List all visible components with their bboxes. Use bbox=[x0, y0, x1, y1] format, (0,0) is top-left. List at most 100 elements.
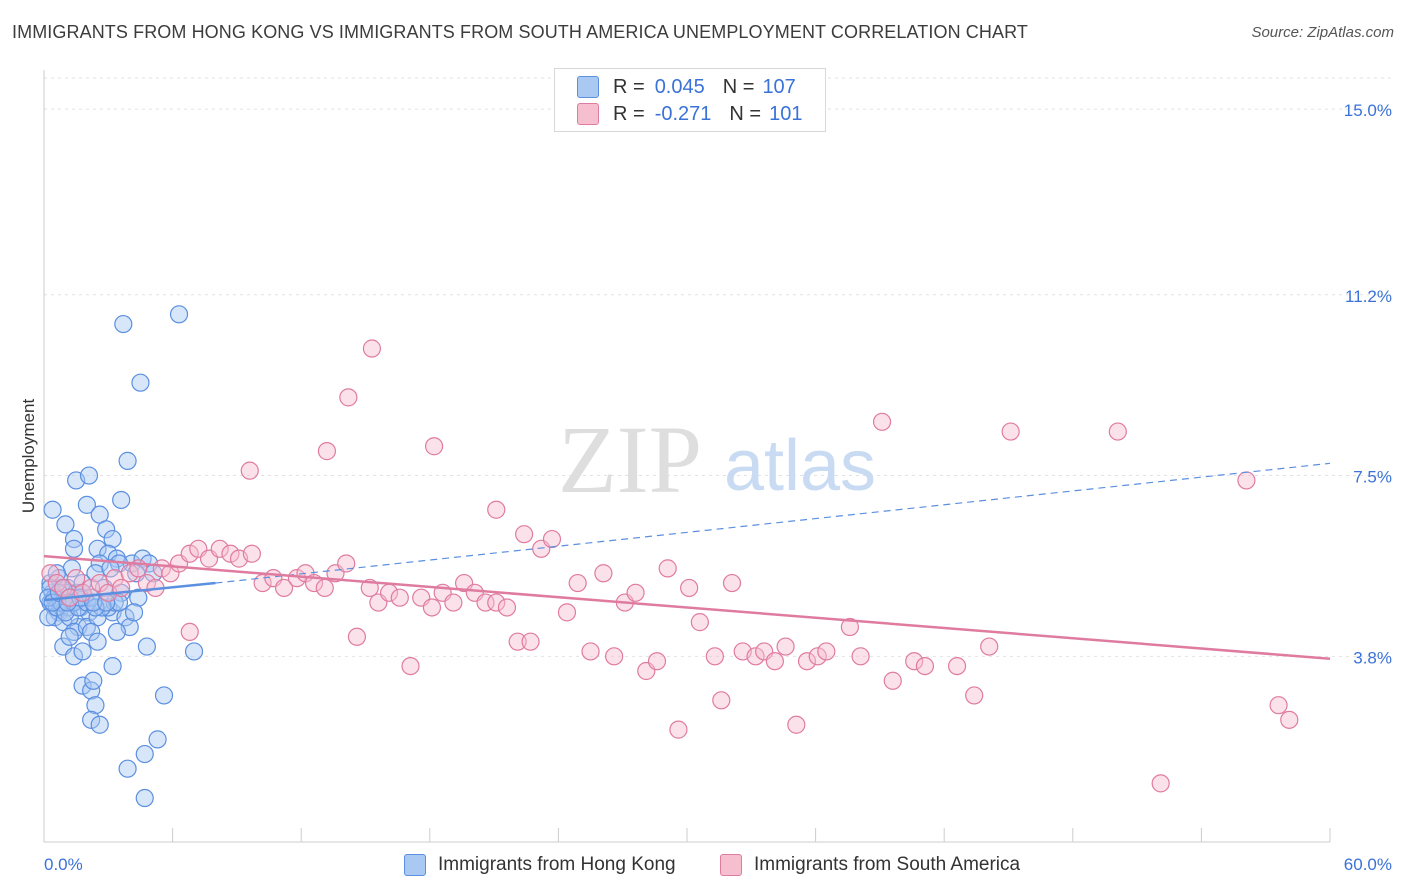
data-point bbox=[568, 573, 587, 593]
data-point bbox=[1108, 422, 1127, 441]
data-point bbox=[557, 603, 577, 622]
axes bbox=[43, 70, 1331, 843]
data-point bbox=[594, 564, 613, 583]
data-point bbox=[658, 559, 677, 578]
series-label-south-america: Immigrants from South America bbox=[754, 854, 1021, 875]
data-point bbox=[60, 627, 79, 646]
data-point bbox=[82, 622, 101, 641]
series-label-hong-kong: Immigrants from Hong Kong bbox=[438, 854, 676, 875]
data-point bbox=[103, 657, 122, 676]
data-point bbox=[626, 583, 645, 602]
y-tick-label: 3.8% bbox=[1353, 648, 1392, 667]
data-point bbox=[120, 564, 139, 583]
data-point bbox=[90, 715, 109, 734]
legend-row-south-america: R = -0.271 N = 101 bbox=[577, 101, 802, 127]
data-point bbox=[77, 495, 96, 514]
series-legend-hong-kong: Immigrants from Hong Kong bbox=[404, 852, 676, 878]
data-point bbox=[476, 593, 495, 612]
data-point bbox=[581, 642, 600, 661]
data-point bbox=[148, 730, 167, 749]
data-point bbox=[184, 642, 204, 661]
series-swatch-hong-kong bbox=[404, 854, 426, 876]
data-point bbox=[135, 744, 154, 764]
legend-row-hong-kong: R = 0.045 N = 107 bbox=[577, 74, 796, 100]
watermark: ZIP atlas bbox=[558, 406, 876, 513]
data-point bbox=[787, 715, 806, 734]
x-tick-labels: 0.0% 60.0% bbox=[44, 855, 1392, 874]
data-point bbox=[1151, 774, 1170, 793]
data-point bbox=[137, 637, 156, 656]
data-point bbox=[339, 388, 358, 407]
data-point bbox=[129, 588, 148, 607]
data-point bbox=[669, 720, 688, 739]
trend-extension-0 bbox=[215, 462, 1331, 584]
data-point bbox=[112, 490, 131, 510]
data-point bbox=[137, 573, 156, 593]
data-point bbox=[317, 442, 337, 461]
data-point bbox=[605, 647, 624, 666]
data-point bbox=[88, 539, 107, 558]
series-swatch-south-america bbox=[720, 854, 742, 876]
data-point bbox=[315, 578, 334, 598]
trend-line-1 bbox=[43, 554, 1331, 661]
data-point bbox=[169, 305, 189, 324]
data-point bbox=[690, 613, 709, 632]
watermark-zip: ZIP bbox=[558, 406, 702, 513]
data-point bbox=[1280, 710, 1299, 729]
data-point bbox=[54, 578, 73, 598]
data-point bbox=[73, 642, 92, 661]
data-point bbox=[872, 412, 892, 431]
grid-lines bbox=[44, 77, 1392, 657]
data-point bbox=[221, 544, 240, 563]
data-point bbox=[487, 500, 506, 519]
data-point bbox=[851, 647, 870, 666]
data-point bbox=[240, 461, 259, 480]
data-point bbox=[947, 657, 967, 676]
legend-n-value: 101 bbox=[769, 102, 803, 125]
data-point bbox=[362, 339, 382, 358]
data-point bbox=[797, 652, 817, 671]
data-point bbox=[64, 647, 84, 666]
data-point bbox=[722, 573, 742, 593]
trend-line-0 bbox=[43, 581, 216, 602]
x-tick-label: 0.0% bbox=[44, 855, 83, 874]
y-axis-label: Unemployment bbox=[19, 399, 38, 514]
series-legend-south-america: Immigrants from South America bbox=[720, 852, 1020, 878]
data-point bbox=[746, 647, 765, 666]
data-point bbox=[444, 593, 463, 612]
data-point bbox=[64, 529, 84, 549]
data-point bbox=[487, 593, 506, 612]
data-point bbox=[82, 710, 101, 729]
y-tick-labels: 3.8% 7.5% 11.2% 15.0% bbox=[1344, 101, 1392, 667]
data-point bbox=[980, 637, 999, 656]
data-point bbox=[817, 642, 836, 661]
legend-r-value: -0.271 bbox=[654, 102, 712, 125]
legend-n-value: 107 bbox=[762, 75, 796, 98]
data-point bbox=[840, 617, 859, 637]
data-point bbox=[401, 657, 420, 676]
data-point bbox=[210, 539, 229, 558]
data-point bbox=[73, 676, 92, 695]
data-point bbox=[680, 578, 699, 598]
stats-legend: R = 0.045 N = 107 R = -0.271 N = 101 bbox=[554, 68, 826, 132]
data-point bbox=[64, 539, 84, 558]
data-point bbox=[242, 544, 262, 563]
data-point bbox=[107, 622, 126, 641]
data-point bbox=[118, 759, 137, 778]
data-point bbox=[41, 564, 60, 583]
data-point bbox=[118, 451, 137, 470]
data-point bbox=[131, 373, 150, 392]
data-point bbox=[347, 627, 367, 646]
data-point bbox=[79, 466, 99, 485]
data-point bbox=[776, 637, 795, 656]
data-point bbox=[905, 652, 924, 671]
data-point bbox=[43, 500, 62, 519]
data-point bbox=[337, 554, 356, 573]
y-tick-label: 11.2% bbox=[1345, 287, 1392, 306]
data-point bbox=[915, 657, 935, 676]
data-point bbox=[274, 578, 294, 598]
data-point bbox=[86, 696, 105, 715]
trend-lines bbox=[43, 462, 1331, 661]
data-point bbox=[647, 652, 667, 671]
chart-title: IMMIGRANTS FROM HONG KONG VS IMMIGRANTS … bbox=[12, 22, 1028, 42]
